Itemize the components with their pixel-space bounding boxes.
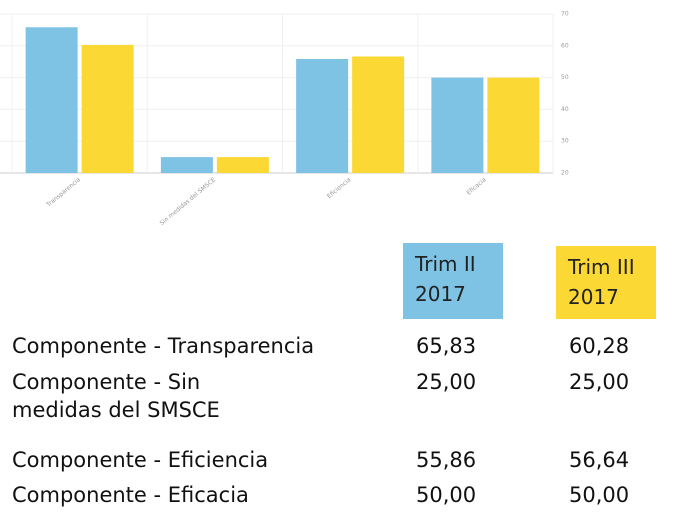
row-label: Componente - Eficacia	[12, 483, 249, 507]
row-label: Componente - Eficiencia	[12, 448, 269, 472]
column-header: Trim II 2017	[403, 243, 503, 319]
chart: 20 30 40 50 60 70 Transparencia Sin medidas del…	[0, 11, 569, 227]
y-tick-label: 40	[561, 106, 569, 113]
bar	[81, 44, 134, 173]
cell-value: 65,83	[416, 334, 477, 358]
column-header: Trim III 2017	[556, 246, 656, 319]
cell-value: 55,86	[416, 448, 477, 472]
row-label: Componente - Transparencia	[12, 334, 315, 358]
x-tick-label: Sin medidas del SMSCE	[159, 176, 218, 227]
x-tick-label: Transparencia	[45, 176, 83, 209]
cell-value: 25,00	[569, 370, 630, 394]
x-tick-label: Eficacia	[465, 176, 488, 196]
cell-value: 50,00	[569, 483, 630, 507]
y-tick-label: 70	[561, 11, 569, 18]
bar	[296, 58, 349, 174]
y-tick-label: 20	[561, 170, 569, 177]
cell-value: 50,00	[416, 483, 477, 507]
cell-value: 60,28	[569, 334, 630, 358]
row-label: Componente - Sin medidas del SMSCE	[12, 370, 220, 422]
bar	[160, 157, 213, 173]
y-tick-label: 60	[561, 42, 569, 49]
bar	[431, 77, 484, 173]
bar	[487, 77, 540, 173]
cell-value: 56,64	[569, 448, 630, 472]
y-tick-label: 50	[561, 74, 569, 81]
bar	[352, 56, 405, 173]
cell-value: 25,00	[416, 370, 477, 394]
x-tick-label: Eficiencia	[326, 176, 353, 200]
bar	[25, 27, 78, 173]
bar	[216, 157, 269, 173]
y-tick-label: 30	[561, 138, 569, 145]
